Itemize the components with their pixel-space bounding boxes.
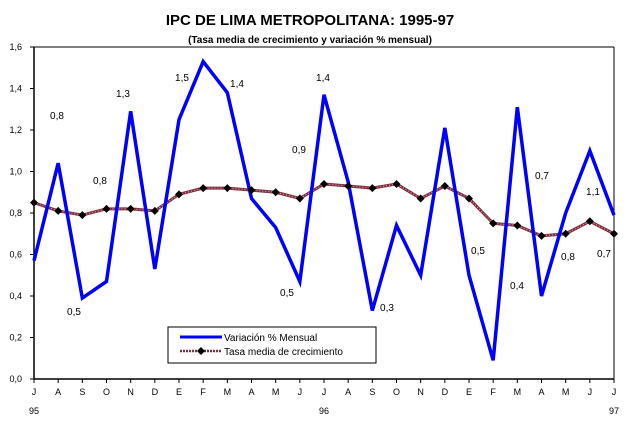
x-tick-label: M [514,387,522,397]
x-tick-label: D [152,387,159,397]
series-marker-tasa-media [585,217,594,226]
y-tick-label: 1,2 [9,125,22,135]
x-tick-label: D [442,387,449,397]
x-tick-label: S [79,387,85,397]
legend: Variación % Mensual Tasa media de crecim… [167,326,377,364]
data-labels: 0,8 0,5 0,8 1,3 1,5 1,4 0,5 0,9 1,4 0,3 0,5 0,4 0,7 0… [50,73,611,318]
series-marker-tasa-media [295,194,304,203]
x-tick-label: J [612,387,617,397]
series-marker-tasa-media [489,219,498,228]
series-marker-tasa-media [561,229,570,238]
x-tick-label: N [417,387,424,397]
data-label: 0,8 [561,252,575,263]
legend-box [167,326,377,364]
series-marker-tasa-media [513,221,522,230]
x-tick-label: M [224,387,232,397]
y-tick-label: 0,2 [9,333,22,343]
series-marker-tasa-media [320,179,328,188]
data-label: 0,8 [50,111,64,122]
y-tick-label: 1,0 [9,167,22,177]
chart-title: IPC DE LIMA METROPOLITANA: 1995-97 [166,12,454,29]
series-marker-tasa-media [465,194,473,203]
series-marker-tasa-media [610,229,618,238]
y-ticks: 0,0 0,2 0,4 0,6 0,8 1,0 1,2 1,4 1,6 [9,42,34,384]
x-tick-label: O [103,387,110,397]
series-marker-tasa-media [78,211,87,220]
data-label: 0,4 [510,281,524,292]
data-label: 1,3 [116,89,130,100]
y-tick-label: 1,4 [9,84,22,94]
series-marker-tasa-media [223,184,232,193]
series-marker-tasa-media [199,184,208,193]
legend-label-variacion: Variación % Mensual [224,333,317,344]
data-label: 0,7 [597,249,611,260]
series-lines [30,58,618,361]
x-tick-label: S [369,387,375,397]
data-label: 0,5 [471,246,485,257]
x-tick-label: J [298,387,303,397]
y-tick-label: 1,6 [9,42,22,52]
x-tick-label: A [248,387,254,397]
x-tick-label: O [393,387,400,397]
x-tick-label: A [345,387,351,397]
series-marker-tasa-media [440,182,449,191]
series-marker-tasa-media [392,179,401,188]
x-tick-label: J [588,387,593,397]
y-tick-label: 0,8 [9,208,22,218]
chart-subtitle: (Tasa media de crecimiento y variación %… [188,35,432,46]
series-marker-tasa-media [247,186,256,195]
series-marker-tasa-media [416,194,425,203]
x-year-label: 96 [319,406,329,416]
data-label: 0,9 [292,145,306,156]
x-tick-label: A [55,387,61,397]
series-marker-tasa-media [175,190,183,199]
series-marker-tasa-media [537,231,546,240]
data-label: 0,5 [67,307,81,318]
series-marker-tasa-media [126,204,135,213]
data-label: 1,4 [316,73,330,84]
series-marker-tasa-media [102,204,111,213]
series-line-variacion [32,58,616,361]
data-label: 0,7 [535,171,549,182]
x-ticks: J A S O N D E F M A M J J A S O N D E F M A M J J 95 96 97 [29,379,619,416]
x-tick-label: J [322,387,327,397]
legend-label-tasa: Tasa media de crecimiento [224,347,343,358]
series-marker-tasa-media [150,206,159,215]
x-tick-label: E [466,387,472,397]
series-marker-tasa-media [344,182,353,191]
x-year-label: 95 [29,406,39,416]
y-tick-label: 0,0 [9,374,22,384]
data-label: 0,8 [93,176,107,187]
series-marker-tasa-media [368,184,377,193]
x-tick-label: N [127,387,134,397]
x-year-label: 97 [609,406,619,416]
x-tick-label: F [490,387,496,397]
x-tick-label: A [538,387,544,397]
data-label: 1,4 [230,79,244,90]
x-tick-label: M [272,387,280,397]
legend-marker-tasa [197,347,205,355]
data-label: 0,5 [280,288,294,299]
series-marker-tasa-media [30,198,38,207]
x-tick-label: F [200,387,206,397]
data-label: 1,5 [175,73,189,84]
x-tick-label: J [32,387,37,397]
y-tick-label: 0,4 [9,291,22,301]
x-tick-label: E [176,387,182,397]
series-marker-tasa-media [271,188,280,197]
x-tick-label: M [562,387,570,397]
series-marker-tasa-media [54,206,63,215]
data-label: 1,1 [586,187,600,198]
data-label: 0,3 [380,303,394,314]
y-tick-label: 0,6 [9,250,22,260]
